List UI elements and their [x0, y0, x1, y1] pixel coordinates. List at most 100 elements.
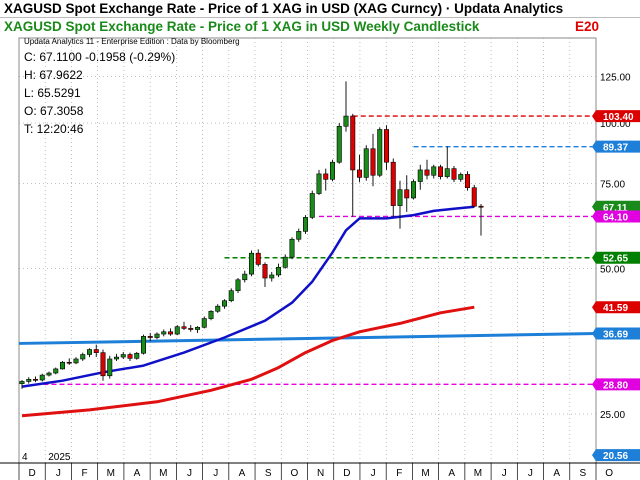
price-label-41.59: 41.59: [592, 301, 640, 314]
x-year-label: 2025: [48, 452, 71, 463]
candle-body: [174, 326, 180, 335]
candle: [53, 367, 59, 375]
candle: [431, 164, 437, 179]
candle: [404, 175, 410, 212]
candle-body: [141, 336, 147, 354]
ohlc-high: H: 67.9622: [24, 68, 83, 82]
candle: [249, 250, 255, 277]
candle-body: [350, 115, 356, 171]
candle-body: [397, 189, 403, 206]
price-label-text: 36.69: [603, 330, 628, 341]
candle-body: [80, 354, 86, 360]
candle-body: [147, 336, 153, 338]
candle-body: [451, 168, 457, 180]
candle: [147, 332, 153, 342]
candle: [154, 332, 160, 340]
candles: [19, 81, 484, 389]
x-month-label: J: [213, 468, 218, 479]
candle-body: [431, 166, 437, 176]
candle: [222, 299, 228, 309]
candle: [107, 355, 113, 379]
price-label-64.10: 64.10: [592, 210, 640, 223]
candle: [228, 288, 234, 303]
candle: [46, 371, 52, 377]
price-label-box: [592, 140, 640, 153]
price-label-text: 41.59: [603, 303, 628, 314]
candle-body: [39, 374, 45, 381]
candle-body: [26, 379, 32, 382]
y-tick-label: 75.00: [600, 179, 625, 190]
candle-body: [302, 217, 308, 232]
candle: [32, 376, 38, 383]
candle-body: [100, 352, 106, 377]
x-month-label: J: [371, 468, 376, 479]
price-label-text: 52.65: [603, 254, 628, 265]
candle-body: [127, 354, 133, 359]
candle-body: [161, 331, 167, 335]
x-month-label: S: [580, 468, 587, 479]
candle: [282, 254, 288, 269]
candle-body: [215, 305, 221, 312]
candle-body: [296, 231, 302, 240]
candle: [195, 326, 201, 333]
candle: [323, 168, 329, 191]
price-label-box: [592, 110, 640, 123]
candle-body: [249, 252, 255, 275]
candle-body: [370, 148, 376, 176]
price-label-52.65: 52.65: [592, 251, 640, 265]
candle: [478, 204, 484, 236]
price-label-89.37: 89.37: [592, 140, 640, 154]
price-label-box: [592, 449, 640, 462]
candle: [464, 171, 470, 191]
candle-body: [269, 274, 275, 279]
candle-body: [134, 352, 140, 359]
candle: [309, 190, 315, 220]
candle: [316, 169, 322, 195]
candle-body: [390, 161, 396, 206]
x-month-label: A: [239, 468, 246, 479]
price-label-103.40: 103.40: [592, 110, 640, 123]
candle-body: [222, 300, 228, 307]
x-month-label: M: [159, 468, 167, 479]
candle-body: [53, 368, 59, 374]
candle-body: [228, 290, 234, 302]
candle-body: [66, 361, 72, 364]
candle: [302, 215, 308, 234]
candle: [390, 158, 396, 217]
candle: [100, 349, 106, 381]
x-axis: D J F M A M J J A S O N D J F M A M J J A S O 4 2025: [0, 452, 640, 480]
chart-title: XAGUSD Spot Exchange Rate - Price of 1 X…: [4, 19, 480, 34]
candle: [215, 304, 221, 313]
x-month-label: A: [448, 468, 455, 479]
candle: [80, 352, 86, 361]
y-tick-label: 50.00: [600, 265, 625, 276]
candle: [120, 352, 126, 359]
x-month-label: J: [187, 468, 192, 479]
candle: [73, 357, 79, 365]
x-year-label: 4: [22, 452, 28, 463]
price-label-box: [592, 378, 640, 391]
x-month-label: D: [28, 468, 35, 479]
horizontal-lines: [35, 115, 596, 386]
candle-body: [19, 381, 25, 384]
candle-body: [309, 193, 315, 218]
candle-body: [154, 333, 160, 338]
candle: [471, 184, 477, 208]
x-month-label: F: [82, 468, 88, 479]
candle: [437, 164, 443, 180]
candle-body: [168, 331, 174, 335]
candle-body: [383, 129, 389, 163]
candle-body: [275, 267, 281, 276]
candle: [26, 377, 32, 384]
candle-body: [46, 372, 52, 376]
candle: [59, 360, 65, 370]
candle: [444, 146, 450, 179]
price-label-text: 67.11: [603, 203, 628, 214]
candle-body: [363, 148, 369, 178]
candle: [377, 127, 383, 178]
candle-body: [478, 205, 484, 208]
candle: [275, 263, 281, 278]
candle-body: [255, 252, 261, 265]
